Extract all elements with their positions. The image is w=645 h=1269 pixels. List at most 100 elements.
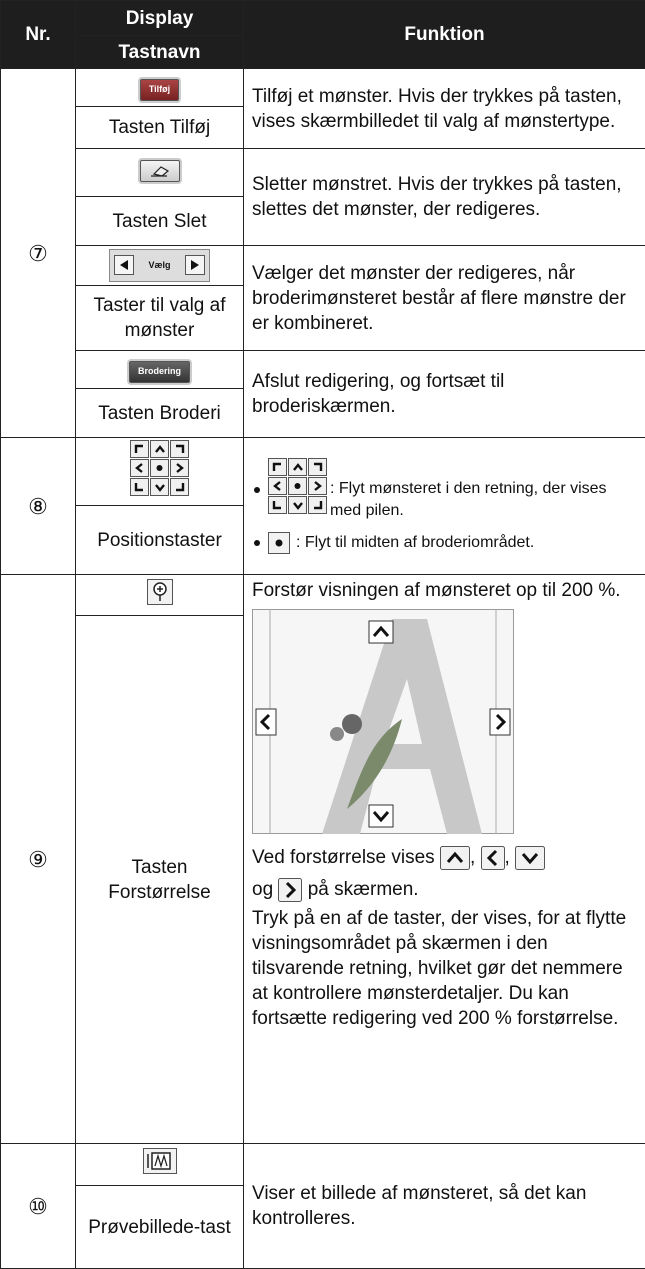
display-cell (76, 149, 244, 197)
text-part: Ved forstørrelse vises (252, 847, 435, 868)
position-key (289, 478, 307, 495)
key-dot (295, 483, 301, 489)
nr: ⑨ (1, 575, 76, 1144)
position-keys-icon (268, 458, 328, 514)
function-text: Tilføj et mønster. Hvis der trykkes på t… (244, 69, 645, 149)
key-name: Tasten Slet (76, 197, 244, 246)
function-text: Forstør visningen af mønsteret op til 20… (252, 578, 637, 603)
display-cell (76, 438, 244, 506)
key-name: Tasten Broderi (76, 389, 244, 438)
position-key (269, 478, 287, 495)
key-frame (150, 479, 168, 496)
preview-key-icon (143, 1148, 177, 1174)
display-cell: Vælg (76, 246, 244, 286)
inline-keys-text: Ved forstørrelse vises , , og på skærmen… (252, 842, 637, 906)
bullet (252, 458, 262, 518)
position-key (289, 497, 307, 514)
text-part: og (252, 879, 273, 900)
key-name: Tasten Forstørrelse (76, 616, 244, 1144)
right-arrow-icon (185, 255, 205, 275)
key-frame (130, 441, 148, 458)
key-frame (269, 497, 287, 514)
key-name: Prøvebillede-tast (76, 1186, 244, 1269)
down-key-icon (515, 846, 545, 870)
nr: ⑧ (1, 438, 76, 575)
key-frame (309, 459, 327, 476)
key-frame (170, 460, 188, 477)
position-key (170, 441, 188, 458)
left-arrow-icon (114, 255, 134, 275)
center-key-icon (268, 532, 290, 554)
position-key (130, 441, 148, 458)
position-key (309, 497, 327, 514)
position-key (309, 478, 327, 495)
display-cell: Tilføj (76, 69, 244, 107)
nr: ⑦ (1, 69, 76, 438)
key-name: Tasten Tilføj (76, 107, 244, 149)
text-part: på skærmen. (308, 879, 419, 900)
header-display: Display (76, 1, 244, 36)
function-text: Vælger det mønster der redigeres, når br… (244, 246, 645, 351)
key-frame (309, 497, 327, 514)
zoom-illustration (252, 609, 514, 834)
select-label: Vælg (140, 253, 178, 278)
right-key-icon (278, 878, 302, 902)
up-key-icon (440, 846, 470, 870)
position-key (170, 479, 188, 496)
left-key-icon (481, 846, 505, 870)
bullet-body: : Flyt mønsteret i den retning, der vise… (268, 458, 598, 522)
select-buttons: Vælg (109, 249, 209, 282)
function-cell: : Flyt mønsteret i den retning, der vise… (244, 438, 645, 575)
header-key-name: Tastnavn (76, 36, 244, 69)
key-dot (156, 465, 162, 471)
position-key (269, 459, 287, 476)
erase-button-icon (140, 160, 180, 182)
magnify-key-icon (147, 579, 173, 605)
key-frame (309, 478, 327, 495)
key-frame (130, 460, 148, 477)
key-frame (269, 478, 287, 495)
key-frame (170, 441, 188, 458)
key-frame (289, 497, 307, 514)
display-cell: Brodering (76, 351, 244, 389)
bullet-text: : Flyt til midten af broderiområdet. (296, 532, 534, 554)
key-frame (269, 459, 287, 476)
paragraph: Tryk på en af de taster, der vises, for … (252, 906, 637, 1031)
display-cell (76, 1144, 244, 1186)
position-keys-icon (130, 440, 190, 496)
header-nr: Nr. (1, 1, 76, 69)
bullet (252, 533, 262, 553)
position-key (150, 441, 168, 458)
function-text: Sletter mønstret. Hvis der trykkes på ta… (244, 149, 645, 246)
text-part: , (470, 847, 475, 868)
eraser-icon (149, 164, 171, 178)
arrow-key (369, 805, 393, 827)
button-icon: Brodering (129, 361, 190, 383)
key-name: Positionstaster (76, 506, 244, 575)
text-part: , (505, 847, 510, 868)
header-function: Funktion (244, 1, 645, 69)
key-name: Taster til valg af mønster (76, 286, 244, 351)
function-text: Afslut redigering, og fortsæt til broder… (244, 351, 645, 438)
position-key (150, 460, 168, 477)
nr: ⑩ (1, 1144, 76, 1269)
bullet-item: : Flyt til midten af broderiområdet. (252, 532, 637, 554)
bullet-item: : Flyt mønsteret i den retning, der vise… (252, 458, 637, 522)
position-key (150, 479, 168, 496)
arrow-key (256, 709, 276, 735)
position-key (170, 460, 188, 477)
position-key (130, 460, 148, 477)
key-frame (170, 479, 188, 496)
position-key (130, 479, 148, 496)
position-key (269, 497, 287, 514)
position-key (289, 459, 307, 476)
display-cell (76, 575, 244, 616)
position-key (309, 459, 327, 476)
key-frame (130, 479, 148, 496)
function-text: Viser et billede af mønsteret, så det ka… (244, 1144, 645, 1269)
arrow-key (369, 621, 393, 643)
button-icon: Tilføj (140, 79, 179, 101)
function-cell: Forstør visningen af mønsteret op til 20… (244, 575, 645, 1144)
